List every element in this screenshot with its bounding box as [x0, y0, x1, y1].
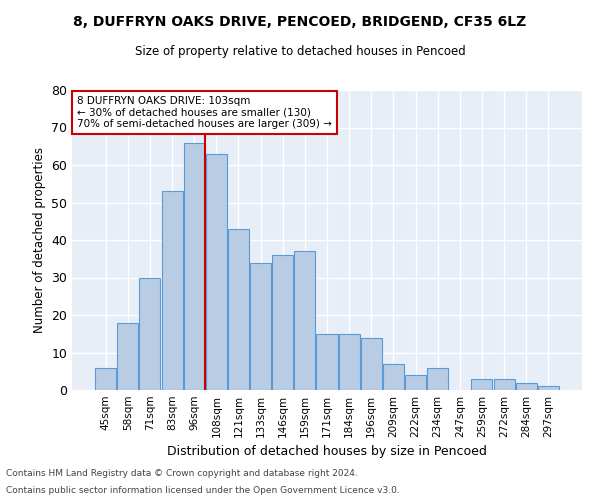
Bar	[405, 375, 426, 390]
Bar	[161, 191, 182, 390]
Bar	[494, 379, 515, 390]
Bar	[272, 255, 293, 390]
Text: Size of property relative to detached houses in Pencoed: Size of property relative to detached ho…	[134, 45, 466, 58]
Bar	[228, 229, 249, 390]
Bar	[338, 334, 359, 390]
Bar	[250, 262, 271, 390]
Bar	[118, 322, 139, 390]
Bar	[361, 338, 382, 390]
Bar	[316, 334, 338, 390]
Y-axis label: Number of detached properties: Number of detached properties	[32, 147, 46, 333]
Bar	[95, 368, 116, 390]
Bar	[515, 382, 536, 390]
Bar	[184, 142, 205, 390]
Bar	[139, 278, 160, 390]
Bar	[383, 364, 404, 390]
Text: Contains HM Land Registry data © Crown copyright and database right 2024.: Contains HM Land Registry data © Crown c…	[6, 468, 358, 477]
Text: 8, DUFFRYN OAKS DRIVE, PENCOED, BRIDGEND, CF35 6LZ: 8, DUFFRYN OAKS DRIVE, PENCOED, BRIDGEND…	[73, 15, 527, 29]
Bar	[206, 154, 227, 390]
Text: Contains public sector information licensed under the Open Government Licence v3: Contains public sector information licen…	[6, 486, 400, 495]
Text: 8 DUFFRYN OAKS DRIVE: 103sqm
← 30% of detached houses are smaller (130)
70% of s: 8 DUFFRYN OAKS DRIVE: 103sqm ← 30% of de…	[77, 96, 332, 129]
Bar	[427, 368, 448, 390]
Bar	[295, 251, 316, 390]
X-axis label: Distribution of detached houses by size in Pencoed: Distribution of detached houses by size …	[167, 446, 487, 458]
Bar	[538, 386, 559, 390]
Bar	[472, 379, 493, 390]
